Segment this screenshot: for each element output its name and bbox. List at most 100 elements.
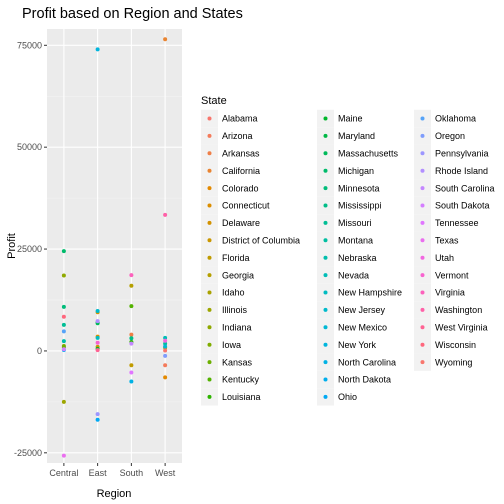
legend-label: Tennessee <box>435 218 479 228</box>
data-point <box>163 212 168 217</box>
legend-key <box>323 220 328 225</box>
legend-key <box>420 203 425 208</box>
legend-key <box>420 151 425 156</box>
data-point <box>61 322 66 327</box>
legend-label: Indiana <box>222 323 252 333</box>
legend-label: New York <box>338 340 377 350</box>
legend-key <box>323 116 328 121</box>
legend-key <box>323 151 328 156</box>
data-point <box>61 339 66 344</box>
y-tick-label: 50000 <box>17 142 42 152</box>
legend-label: Arizona <box>222 131 253 141</box>
legend-key <box>420 255 425 260</box>
legend-label: Montana <box>338 236 373 246</box>
x-tick-label: Central <box>49 468 78 478</box>
legend-key <box>207 273 212 278</box>
legend-key <box>420 307 425 312</box>
data-point <box>163 37 168 42</box>
data-point <box>163 335 168 340</box>
legend-label: Missouri <box>338 218 372 228</box>
data-point <box>163 363 168 368</box>
legend-key <box>207 238 212 243</box>
x-axis-title: Region <box>97 488 132 500</box>
legend-key <box>420 325 425 330</box>
legend-label: West Virginia <box>435 323 488 333</box>
legend-key <box>323 168 328 173</box>
data-point <box>163 375 168 380</box>
legend-key <box>323 290 328 295</box>
data-point <box>163 341 168 346</box>
legend-key <box>207 290 212 295</box>
legend-label: Colorado <box>222 183 259 193</box>
data-point <box>163 348 168 353</box>
legend-key <box>207 325 212 330</box>
legend-title: State <box>201 95 227 107</box>
legend-key <box>207 203 212 208</box>
legend-key <box>207 377 212 382</box>
data-point <box>129 341 134 346</box>
legend-label: Massachusetts <box>338 149 399 159</box>
y-tick-label: -25000 <box>14 448 42 458</box>
y-tick-label: 0 <box>37 346 42 356</box>
legend-key <box>207 186 212 191</box>
data-point <box>95 319 100 324</box>
legend-label: California <box>222 166 260 176</box>
plot-panel <box>47 29 182 463</box>
legend-label: Kansas <box>222 357 253 367</box>
data-point <box>61 249 66 254</box>
legend-label: North Carolina <box>338 357 396 367</box>
legend-label: Ohio <box>338 392 357 402</box>
legend-label: Kentucky <box>222 375 260 385</box>
legend-key <box>323 307 328 312</box>
legend-key <box>323 255 328 260</box>
legend-label: North Dakota <box>338 375 391 385</box>
legend-label: New Hampshire <box>338 288 402 298</box>
legend-label: Idaho <box>222 288 245 298</box>
data-point <box>129 370 134 375</box>
x-axis: Central East South West <box>49 463 176 478</box>
legend-label: Minnesota <box>338 183 380 193</box>
data-point <box>163 344 168 349</box>
legend-label: Vermont <box>435 270 469 280</box>
legend-key <box>323 133 328 138</box>
data-point <box>129 332 134 337</box>
data-point <box>61 329 66 334</box>
legend-label: Pennsylvania <box>435 149 489 159</box>
legend-key <box>323 186 328 191</box>
data-point <box>95 335 100 340</box>
legend-label: Wisconsin <box>435 340 476 350</box>
legend-key <box>323 238 328 243</box>
legend-label: Florida <box>222 253 250 263</box>
legend-label: Maine <box>338 114 363 124</box>
legend-label: Arkansas <box>222 149 260 159</box>
legend-key <box>420 360 425 365</box>
legend-key <box>323 325 328 330</box>
legend-key <box>207 307 212 312</box>
data-point <box>95 348 100 353</box>
legend-label: Utah <box>435 253 454 263</box>
data-point <box>61 273 66 278</box>
legend-label: Maryland <box>338 131 375 141</box>
data-point <box>129 336 134 341</box>
x-tick-label: South <box>120 468 144 478</box>
legend: Alabama Arizona Arkansas California Colorado… <box>201 109 495 406</box>
data-point <box>129 304 134 309</box>
legend-label: Louisiana <box>222 392 261 402</box>
y-axis-title: Profit <box>6 233 18 259</box>
legend-label: Wyoming <box>435 357 472 367</box>
legend-key <box>207 255 212 260</box>
legend-label: Connecticut <box>222 201 270 211</box>
legend-key <box>207 133 212 138</box>
legend-label: Mississippi <box>338 201 382 211</box>
chart-title: Profit based on Region and States <box>22 6 243 22</box>
data-point <box>61 347 66 352</box>
data-point <box>95 47 100 52</box>
y-tick-label: 75000 <box>17 40 42 50</box>
data-point <box>129 379 134 384</box>
legend-key <box>207 151 212 156</box>
legend-label: Georgia <box>222 270 254 280</box>
data-point <box>61 314 66 319</box>
legend-key <box>207 168 212 173</box>
legend-key <box>207 360 212 365</box>
